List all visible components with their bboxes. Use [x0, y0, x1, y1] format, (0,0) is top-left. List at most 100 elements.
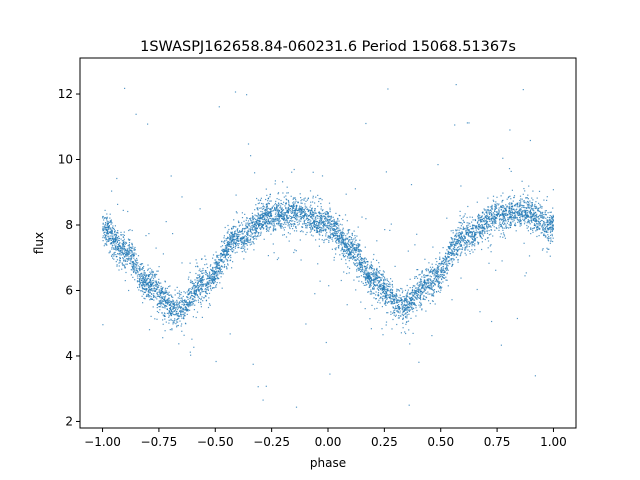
data-point — [221, 249, 223, 251]
data-point — [150, 282, 152, 284]
data-point — [175, 323, 177, 325]
data-point — [173, 307, 175, 309]
data-point — [332, 228, 334, 230]
data-point — [226, 259, 228, 261]
data-point — [245, 219, 247, 221]
data-point — [486, 219, 488, 221]
data-point — [551, 216, 554, 219]
data-point — [301, 230, 303, 232]
data-point — [279, 224, 281, 226]
data-point — [149, 285, 151, 287]
data-point — [551, 233, 553, 235]
data-point — [122, 258, 124, 260]
data-point — [483, 217, 485, 220]
data-point — [335, 221, 337, 223]
data-point — [183, 308, 185, 310]
data-point — [161, 288, 163, 290]
data-point — [319, 234, 321, 236]
data-point — [192, 284, 195, 286]
data-point — [423, 288, 425, 290]
data-point — [139, 279, 141, 281]
data-point — [481, 237, 483, 240]
data-point — [366, 266, 368, 268]
data-point — [105, 229, 107, 231]
data-point — [539, 221, 541, 223]
data-point — [419, 297, 421, 299]
data-point — [128, 244, 130, 246]
data-point — [204, 283, 206, 285]
data-point — [510, 214, 512, 216]
data-point — [181, 196, 183, 198]
data-point — [201, 286, 203, 288]
data-point — [158, 289, 160, 291]
data-point — [386, 301, 388, 303]
data-point — [243, 244, 245, 246]
data-point — [290, 225, 293, 227]
data-point — [468, 245, 470, 248]
data-point — [241, 246, 243, 248]
data-point — [309, 222, 311, 224]
data-point — [272, 218, 274, 220]
data-point — [260, 231, 262, 233]
data-point — [430, 293, 432, 295]
data-point — [137, 271, 139, 273]
data-point — [232, 236, 234, 238]
data-point — [458, 246, 460, 248]
data-point — [463, 228, 465, 230]
data-point — [223, 250, 225, 252]
data-point — [538, 218, 541, 220]
data-point — [150, 315, 152, 317]
data-point — [174, 319, 176, 321]
data-point — [257, 199, 259, 201]
data-point — [212, 278, 214, 280]
data-point — [508, 203, 510, 205]
data-point — [353, 230, 355, 232]
data-point — [205, 291, 207, 293]
data-point — [123, 231, 125, 233]
data-point — [527, 210, 529, 212]
data-point — [410, 293, 412, 295]
data-point — [502, 216, 504, 218]
data-point — [213, 279, 215, 282]
data-point — [214, 281, 216, 283]
data-point — [369, 265, 371, 267]
data-point — [234, 91, 237, 93]
data-point — [200, 284, 202, 286]
data-point — [102, 223, 104, 225]
data-point — [387, 294, 389, 296]
data-point — [106, 224, 108, 226]
data-point — [362, 276, 365, 278]
data-point — [548, 217, 550, 219]
data-point — [299, 215, 301, 218]
data-point — [391, 280, 393, 282]
data-point — [423, 279, 425, 281]
data-point — [308, 209, 310, 211]
data-point — [329, 227, 332, 229]
data-point — [245, 224, 247, 226]
data-point — [117, 247, 119, 249]
data-point — [362, 270, 364, 273]
data-point — [317, 224, 319, 226]
data-point — [111, 255, 113, 257]
data-point — [257, 212, 259, 214]
data-point — [401, 304, 403, 306]
data-point — [541, 232, 543, 234]
data-point — [154, 273, 156, 275]
data-point — [502, 205, 504, 207]
data-point — [278, 204, 280, 206]
data-point — [309, 206, 311, 208]
data-point — [164, 287, 167, 289]
data-point — [360, 264, 362, 266]
data-point — [269, 200, 271, 202]
data-point — [457, 247, 459, 249]
data-point — [458, 237, 460, 239]
data-point — [281, 213, 283, 215]
data-point — [194, 296, 196, 298]
data-point — [535, 201, 537, 203]
data-point — [204, 264, 206, 266]
data-point — [293, 197, 295, 199]
data-point — [201, 291, 203, 293]
data-point — [406, 307, 408, 309]
data-point — [323, 225, 325, 227]
data-point — [295, 227, 297, 229]
